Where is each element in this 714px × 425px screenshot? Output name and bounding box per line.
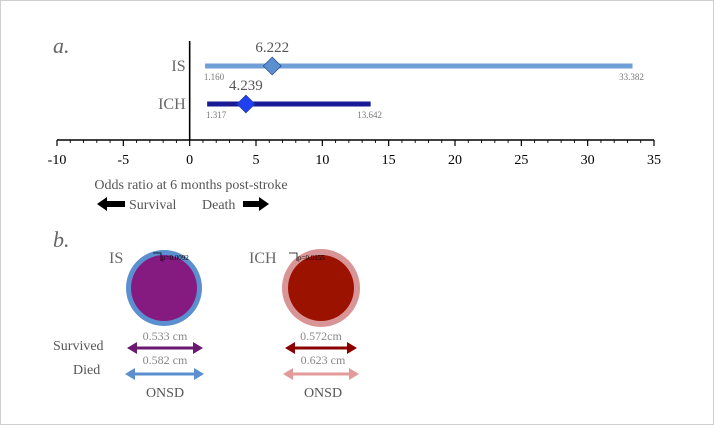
ich-died-value: 0.623 cm bbox=[301, 353, 346, 367]
ich-onsd-survived-disc bbox=[288, 255, 354, 321]
is-upper-label: 33.382 bbox=[619, 72, 644, 82]
ich-group-label: ICH bbox=[249, 250, 277, 267]
x-axis-label: Odds ratio at 6 months post-stroke bbox=[94, 178, 287, 193]
x-tick-label: 0 bbox=[186, 153, 193, 168]
ich-point-label: 4.239 bbox=[229, 78, 263, 94]
x-tick-label: 10 bbox=[315, 153, 329, 168]
is-p-bracket bbox=[153, 252, 162, 261]
is-died-value: 0.582 cm bbox=[143, 353, 188, 367]
ich-lower-label: 1.317 bbox=[206, 110, 227, 120]
ich-onsd-label: ONSD bbox=[304, 386, 342, 401]
ich-survived-arrow bbox=[285, 342, 357, 354]
is-died-arrow bbox=[125, 368, 204, 380]
is-lower-label: 1.160 bbox=[204, 72, 225, 82]
is-point-marker bbox=[262, 56, 282, 76]
x-tick-label: 15 bbox=[382, 153, 396, 168]
ich-series-label: ICH bbox=[158, 96, 186, 113]
is-survived-value: 0.533 cm bbox=[143, 329, 188, 343]
x-tick-label: 25 bbox=[514, 153, 528, 168]
x-tick-label: 20 bbox=[448, 153, 462, 168]
death-arrow bbox=[243, 197, 269, 211]
x-tick-label: 30 bbox=[581, 153, 595, 168]
is-survived-arrow bbox=[127, 342, 203, 354]
survival-label: Survival bbox=[129, 198, 177, 213]
panel-a-label: a. bbox=[53, 33, 70, 58]
is-onsd-label: ONSD bbox=[146, 386, 184, 401]
x-tick-label: 5 bbox=[253, 153, 260, 168]
ich-upper-label: 13.642 bbox=[357, 110, 382, 120]
row-label-died: Died bbox=[73, 363, 100, 378]
ich-p-value: p=0.0155 bbox=[298, 254, 325, 262]
ich-p-bracket bbox=[289, 252, 298, 261]
death-label: Death bbox=[202, 198, 235, 213]
is-series-label: IS bbox=[171, 58, 185, 75]
x-tick-label: -10 bbox=[48, 153, 67, 168]
is-onsd-survived-disc bbox=[131, 255, 197, 321]
panel-b-label: b. bbox=[53, 227, 70, 252]
x-tick-label: -5 bbox=[117, 153, 129, 168]
survival-arrow bbox=[97, 197, 125, 211]
row-label-survived: Survived bbox=[53, 339, 104, 354]
is-point-label: 6.222 bbox=[255, 40, 289, 56]
is-group-label: IS bbox=[109, 250, 123, 267]
x-tick-label: 35 bbox=[647, 153, 661, 168]
ich-point-marker bbox=[236, 94, 256, 114]
is-p-value: p=0.0092 bbox=[162, 254, 189, 262]
ich-died-arrow bbox=[283, 368, 359, 380]
ich-survived-value: 0.572cm bbox=[300, 329, 342, 343]
forest-x-axis: -10 -5 0 5 10 15 20 25 30 35 bbox=[48, 139, 661, 168]
forest-series-group: IS 6.222 1.160 33.382 ICH 4.239 1.317 13.642 bbox=[158, 40, 644, 120]
